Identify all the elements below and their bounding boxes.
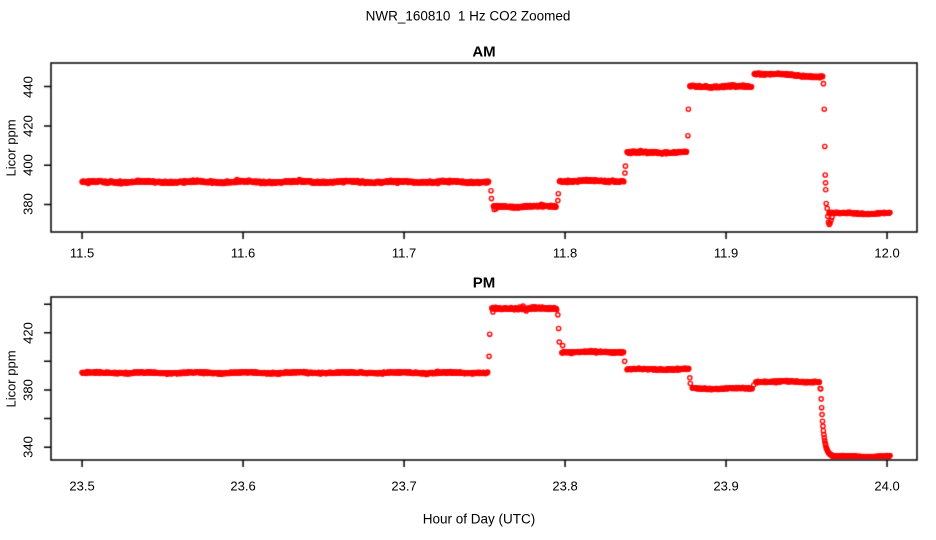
am-y-tick-label: 440 (20, 75, 36, 98)
y-axis-label-pm: Licor ppm (3, 350, 19, 408)
pm-x-tick-label: 23.7 (391, 478, 417, 494)
pm-x-tick-label: 23.6 (230, 478, 256, 494)
x-axis-label: Hour of Day (UTC) (422, 511, 536, 527)
pm-x-tick-label: 24.0 (874, 478, 900, 494)
y-axis-label-am: Licor ppm (3, 119, 19, 177)
panel-title-am: AM (472, 43, 496, 61)
pm-x-tick-label: 23.9 (713, 478, 739, 494)
pm-y-tick-label: 420 (20, 321, 36, 344)
am-x-tick-label: 11.9 (713, 245, 739, 261)
am-x-tick-label: 11.7 (391, 245, 417, 261)
am-y-tick-label: 380 (20, 193, 36, 216)
am-y-tick-label: 420 (20, 115, 36, 137)
pm-x-tick-label: 23.8 (552, 478, 578, 494)
panel-title-pm: PM (472, 274, 496, 292)
pm-x-tick-label: 23.5 (69, 478, 95, 494)
am-x-tick-label: 11.8 (552, 245, 578, 261)
pm-y-tick-label: 380 (20, 379, 36, 401)
am-x-tick-label: 11.5 (69, 245, 95, 261)
main-title: NWR_160810 1 Hz CO2 Zoomed (365, 8, 571, 24)
pm-y-tick-label: 340 (20, 436, 36, 458)
am-y-tick-label: 400 (20, 154, 36, 177)
am-x-tick-label: 12.0 (874, 245, 900, 261)
am-x-tick-label: 11.6 (230, 245, 256, 261)
